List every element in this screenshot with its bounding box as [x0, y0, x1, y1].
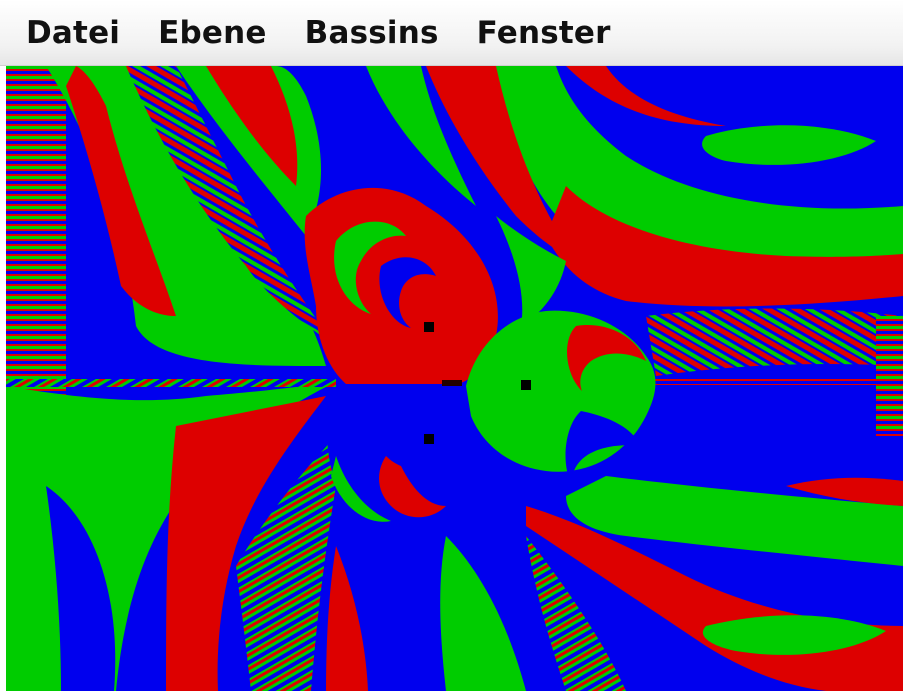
region-upper-right-red-top: [566, 66, 726, 126]
region-lower-middle-stripes: [526, 536, 626, 691]
center-junction: [442, 380, 462, 386]
region-lower-middle-red: [326, 546, 368, 691]
region-right-red-swirl: [567, 325, 646, 391]
region-upper-left-red: [66, 66, 176, 316]
root-marker-lower[interactable]: [424, 434, 434, 444]
region-lower-middle-green: [440, 536, 526, 691]
basin-plot[interactable]: [6, 66, 903, 691]
region-upper-left-red2: [206, 66, 298, 186]
menu-datei[interactable]: Datei: [26, 14, 121, 51]
region-lower-left-stripes: [236, 426, 346, 691]
region-center-green-swirl: [334, 221, 406, 314]
region-center-blue-bulb: [326, 386, 490, 546]
region-lower-left-red: [166, 396, 326, 691]
region-center-red-swirl: [379, 456, 446, 518]
basin-canvas[interactable]: [6, 66, 903, 691]
region-upper-middle-red: [426, 66, 576, 261]
region-upper-left-stripes: [126, 66, 336, 346]
region-lower-right-green-lobe: [702, 615, 886, 655]
menu-ebene[interactable]: Ebene: [158, 14, 267, 51]
menu-bar: Datei Ebene Bassins Fenster: [0, 0, 903, 66]
region-lower-right-red-edge: [786, 477, 903, 506]
region-upper-middle-green2: [496, 216, 566, 326]
menu-fenster[interactable]: Fenster: [476, 14, 611, 51]
axis-band-right: [566, 379, 903, 385]
root-marker-right[interactable]: [521, 380, 531, 390]
region-upper-middle-green: [366, 66, 476, 206]
menu-bassins[interactable]: Bassins: [304, 14, 439, 51]
region-right-mid-stripes: [646, 308, 903, 376]
region-upper-left-green: [46, 66, 326, 366]
root-marker-upper[interactable]: [424, 322, 434, 332]
axis-band-left: [6, 379, 336, 387]
region-upper-right-blue-top: [626, 66, 903, 100]
region-lower-right-green: [566, 476, 903, 566]
right-edge-band: [876, 316, 903, 436]
region-upper-right-green-lobe: [702, 125, 876, 165]
region-center-blue-swirl: [379, 257, 436, 328]
region-lower-left-blue: [46, 486, 116, 691]
region-center-green-swirl2: [331, 456, 391, 522]
region-upper-right-red: [546, 186, 903, 307]
region-right-blue-swirl: [565, 411, 641, 484]
